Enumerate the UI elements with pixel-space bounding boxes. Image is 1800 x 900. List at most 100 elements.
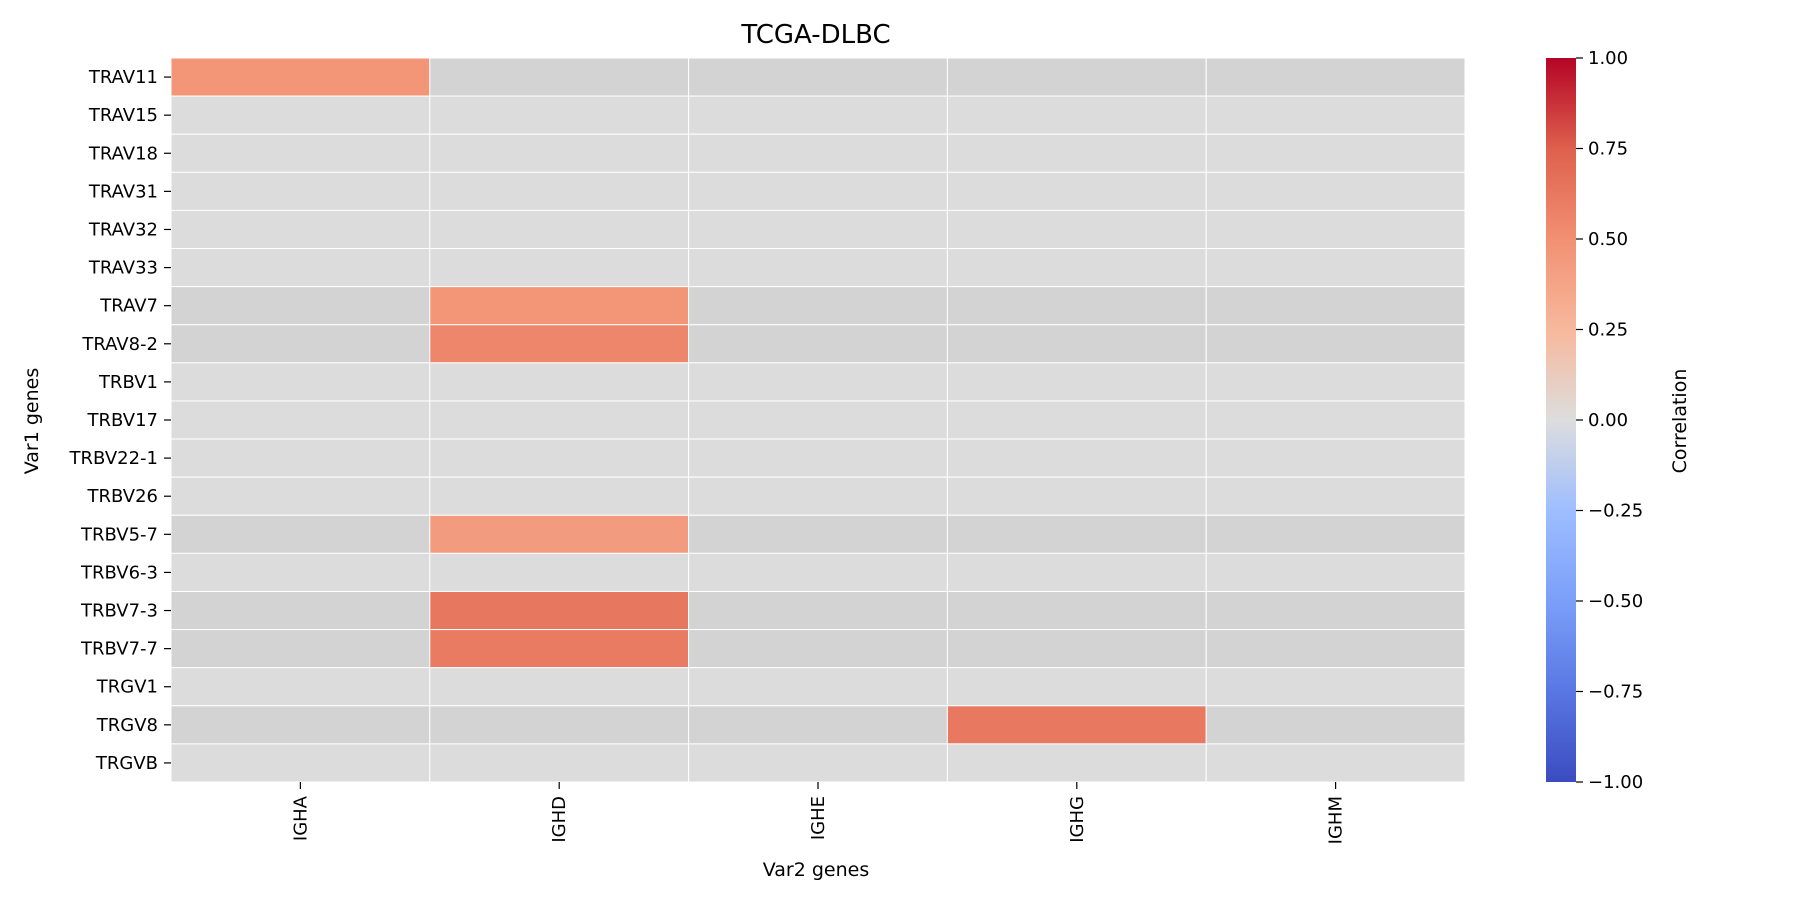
heatmap-cell-TRAV32-IGHM [1205,209,1466,250]
colorbar-tick-label: 0.25 [1588,320,1628,341]
heatmap-cell-TRBV7-7-IGHA [170,629,431,669]
colorbar-tick-label: 1.00 [1588,48,1628,69]
heatmap-cell-TRBV22-1-IGHD [429,438,690,478]
colorbar [1546,58,1576,782]
heatmap-cell-TRAV33-IGHD [429,248,690,288]
heatmap-cell-TRBV17-IGHA [170,400,431,440]
heatmap-cell-TRAV33-IGHE [688,248,948,288]
y-tick-label: TRAV33 [88,258,158,279]
heatmap-cell-TRAV11-IGHD [429,57,690,97]
heatmap-cell-TRAV18-IGHA [170,133,431,173]
heatmap-cell-TRGV8-IGHD [429,705,690,745]
y-tick-label: TRBV26 [86,486,158,507]
heatmap-cell-TRGV1-IGHA [170,667,431,707]
heatmap-cell-TRBV26-IGHM [1205,476,1466,516]
heatmap-cell-TRBV17-IGHM [1205,400,1466,440]
heatmap-cell-TRAV31-IGHA [170,171,431,211]
heatmap-cell-TRBV17-IGHD [429,400,690,440]
heatmap-cell-TRAV31-IGHD [429,171,690,211]
y-tick-label: TRBV7-3 [80,601,158,622]
heatmap-cell-TRBV26-IGHD [429,476,690,516]
heatmap-cell-TRBV7-3-IGHM [1205,590,1466,631]
heatmap-cell-TRBV7-7-IGHG [946,629,1207,669]
heatmap-cell-TRBV5-7-IGHE [688,514,948,554]
heatmap-cell-TRBV1-IGHE [688,362,948,402]
heatmap-cell-TRAV32-IGHD [429,209,690,250]
heatmap-cell-TRAV32-IGHG [946,209,1207,250]
heatmap-cell-TRAV8-2-IGHM [1205,324,1466,364]
heatmap-cell-TRBV17-IGHE [688,400,948,440]
heatmap-cell-TRBV26-IGHA [170,476,431,516]
heatmap-cell-TRAV32-IGHE [688,209,948,250]
heatmap-cell-TRBV6-3-IGHG [946,552,1207,592]
heatmap-cell-TRGV8-IGHG [946,705,1207,745]
colorbar-tick-label: −0.50 [1588,591,1643,612]
heatmap-cell-TRBV7-7-IGHM [1205,629,1466,669]
colorbar-tick-label: 0.75 [1588,139,1628,160]
heatmap-cell-TRBV5-7-IGHD [429,514,690,554]
y-tick-label: TRAV18 [88,143,158,164]
heatmap-cell-TRAV11-IGHE [688,57,948,97]
heatmap-cell-TRGVB-IGHA [170,743,431,783]
x-axis-ticks: IGHA IGHD IGHE IGHG IGHM [290,782,1347,844]
heatmap-cell-TRBV5-7-IGHG [946,514,1207,554]
heatmap-cell-TRAV7-IGHD [429,286,690,326]
heatmap-cell-TRAV31-IGHG [946,171,1207,211]
heatmap-cell-TRAV7-IGHA [170,286,431,326]
colorbar-tick-label: 0.00 [1588,410,1628,431]
heatmap-cell-TRAV8-2-IGHD [429,324,690,364]
heatmap-cell-TRBV22-1-IGHE [688,438,948,478]
heatmap-cell-TRAV7-IGHG [946,286,1207,326]
y-tick-label: TRAV7 [99,296,158,317]
heatmap-cell-TRAV18-IGHG [946,133,1207,173]
heatmap-cell-TRBV1-IGHA [170,362,431,402]
heatmap-cell-TRGV1-IGHM [1205,667,1466,707]
heatmap-cell-TRAV7-IGHM [1205,286,1466,326]
y-tick-label: TRBV17 [86,410,158,431]
y-tick-label: TRAV11 [88,67,158,88]
y-tick-label: TRBV22-1 [69,448,158,469]
heatmap-cell-TRBV6-3-IGHE [688,552,948,592]
colorbar-label: Correlation [1669,369,1691,474]
heatmap-cell-TRBV7-7-IGHD [429,629,690,669]
heatmap-cell-TRAV33-IGHA [170,248,431,288]
heatmap-cell-TRBV26-IGHE [688,476,948,516]
heatmap-cell-TRAV11-IGHG [946,57,1207,97]
heatmap-cell-TRBV1-IGHM [1205,362,1466,402]
y-axis-label: Var1 genes [21,368,43,475]
colorbar-tick-label: −1.00 [1588,772,1643,793]
heatmap-cell-TRBV22-1-IGHG [946,438,1207,478]
heatmap-cell-TRGV8-IGHE [688,705,948,745]
heatmap-cell-TRBV5-7-IGHM [1205,514,1466,554]
heatmap-cell-TRBV17-IGHG [946,400,1207,440]
x-axis-label: Var2 genes [763,859,870,881]
heatmap-cell-TRBV7-3-IGHD [429,590,690,631]
heatmap-cell-TRAV31-IGHE [688,171,948,211]
heatmap-cell-TRBV22-1-IGHA [170,438,431,478]
y-tick-label: TRBV1 [98,372,158,393]
x-tick-label: IGHD [549,796,570,843]
heatmap-cell-TRBV7-3-IGHE [688,590,948,631]
y-axis-ticks: TRAV11 TRAV15 TRAV18 TRAV31 TRAV32 TRAV33 TRAV… [69,67,171,774]
heatmap-cell-TRBV6-3-IGHD [429,552,690,592]
y-tick-label: TRGVB [95,753,158,774]
colorbar-tick-label: 0.50 [1588,229,1628,250]
heatmap-cell-TRAV8-2-IGHA [170,324,431,364]
heatmap-cell-TRAV15-IGHE [688,95,948,135]
y-tick-label: TRAV8-2 [81,334,158,355]
heatmap-cell-TRAV33-IGHG [946,248,1207,288]
heatmap-cell-TRBV6-3-IGHA [170,552,431,592]
y-tick-label: TRBV5-7 [80,524,158,545]
heatmap-cell-TRBV1-IGHD [429,362,690,402]
heatmap-cell-TRAV15-IGHD [429,95,690,135]
heatmap-cells [170,57,1466,783]
x-tick-label: IGHM [1326,796,1347,844]
heatmap-cell-TRBV7-3-IGHA [170,590,431,631]
chart-title: TCGA-DLBC [740,20,890,50]
heatmap-cell-TRBV26-IGHG [946,476,1207,516]
heatmap-cell-TRGVB-IGHE [688,743,948,783]
heatmap-cell-TRAV33-IGHM [1205,248,1466,288]
y-tick-label: TRAV32 [88,219,158,240]
